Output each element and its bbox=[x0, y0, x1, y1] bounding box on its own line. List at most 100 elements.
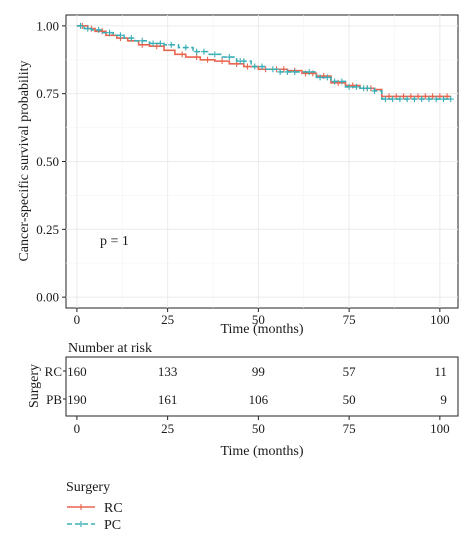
legend-censor-mark bbox=[78, 504, 84, 510]
km-plot-panel: 0.00 0.25 0.50 0.75 1.00 0 25 50 75 100 Cancer-s… bbox=[17, 14, 459, 337]
survival-curve-pc bbox=[76, 25, 451, 100]
risk-value: 106 bbox=[249, 392, 269, 407]
x-tick-label: 25 bbox=[161, 312, 174, 327]
risk-value: 99 bbox=[252, 364, 265, 379]
censor-mark-pc bbox=[259, 63, 265, 70]
censor-mark-rc bbox=[280, 66, 287, 73]
x-tick-label: 0 bbox=[74, 312, 81, 327]
censor-mark-rc bbox=[204, 56, 211, 63]
censor-mark-pc bbox=[269, 66, 276, 73]
censor-mark-pc bbox=[331, 78, 338, 85]
risk-value: 9 bbox=[440, 392, 447, 407]
censor-mark-pc bbox=[211, 51, 218, 58]
risk-table-title: Number at risk bbox=[68, 341, 152, 356]
censor-mark-pc bbox=[95, 26, 102, 33]
y-tick-label: 0.75 bbox=[36, 86, 59, 101]
censor-mark-pc bbox=[353, 83, 360, 90]
plot-gridlines bbox=[66, 15, 458, 308]
censor-mark-rc bbox=[422, 93, 429, 100]
censor-mark-pc bbox=[404, 96, 411, 103]
censor-mark-pc bbox=[433, 96, 440, 103]
censor-mark-pc bbox=[157, 40, 164, 47]
censor-mark-pc bbox=[389, 96, 396, 103]
censor-mark-pc bbox=[200, 48, 207, 55]
risk-value: 50 bbox=[343, 392, 356, 407]
y-tick-label: 0.50 bbox=[36, 154, 59, 169]
censor-mark-pc bbox=[277, 68, 284, 75]
p-value-annotation: p = 1 bbox=[100, 234, 129, 249]
censor-mark-pc bbox=[193, 48, 200, 55]
risk-table-panel: Number at risk Surgery RC 160 133 99 57 11 PB 1… bbox=[27, 341, 459, 459]
survival-curves bbox=[76, 22, 454, 103]
x-axis-label: Time (months) bbox=[220, 322, 303, 337]
censor-mark-rc bbox=[407, 93, 414, 100]
censor-mark-pc bbox=[346, 83, 353, 90]
y-axis-label: Cancer-specific survival probability bbox=[17, 60, 32, 261]
censor-mark-pc bbox=[251, 63, 258, 70]
censor-mark-pc bbox=[77, 22, 84, 29]
risk-table-rows: RC 160 133 99 57 11 PB 190 161 106 50 9 bbox=[45, 364, 447, 407]
risk-x-tick-label: 75 bbox=[343, 421, 356, 436]
censor-mark-pc bbox=[317, 74, 324, 81]
censor-mark-pc bbox=[447, 96, 454, 103]
censor-mark-pc bbox=[84, 25, 91, 32]
censor-mark-pc bbox=[306, 68, 313, 75]
censor-mark-pc bbox=[240, 58, 247, 65]
risk-table-x-ticks: 0 25 50 75 100 bbox=[74, 416, 450, 436]
risk-value: 190 bbox=[67, 392, 87, 407]
censor-mark-pc bbox=[411, 96, 418, 103]
legend: Surgery RC PC bbox=[66, 480, 123, 533]
censor-mark-pc bbox=[226, 54, 233, 61]
legend-censor-mark bbox=[78, 521, 84, 527]
censor-mark-pc bbox=[139, 37, 146, 44]
risk-table-x-axis-label: Time (months) bbox=[220, 444, 303, 459]
risk-value: 11 bbox=[434, 364, 447, 379]
risk-x-tick-label: 25 bbox=[161, 421, 174, 436]
censor-mark-pc bbox=[364, 85, 371, 92]
risk-value: 133 bbox=[158, 364, 178, 379]
censor-mark-rc bbox=[219, 58, 226, 65]
legend-label-rc: RC bbox=[104, 501, 123, 516]
censor-mark-pc bbox=[128, 35, 135, 42]
censor-mark-pc bbox=[106, 29, 113, 36]
censor-mark-pc bbox=[440, 96, 447, 103]
censor-mark-pc bbox=[338, 78, 345, 85]
risk-row-label: PB bbox=[46, 392, 62, 407]
x-tick-label: 100 bbox=[430, 312, 450, 327]
risk-value: 160 bbox=[67, 364, 87, 379]
censor-mark-pc bbox=[371, 87, 378, 94]
censor-mark-pc bbox=[291, 68, 298, 75]
legend-title: Surgery bbox=[66, 480, 110, 495]
y-axis-ticks: 0.00 0.25 0.50 0.75 1.00 bbox=[36, 18, 66, 305]
censor-mark-rc bbox=[400, 93, 407, 100]
risk-table-strata-label: Surgery bbox=[27, 364, 42, 408]
risk-x-tick-label: 100 bbox=[430, 421, 450, 436]
censor-mark-rc bbox=[179, 51, 186, 58]
censor-mark-pc bbox=[425, 96, 432, 103]
x-tick-label: 50 bbox=[252, 312, 265, 327]
censor-mark-rc bbox=[244, 63, 251, 70]
censor-mark-pc bbox=[396, 96, 403, 103]
y-tick-label: 0.00 bbox=[36, 290, 59, 305]
censor-mark-pc bbox=[168, 41, 175, 48]
censor-mark-rc bbox=[415, 93, 422, 100]
legend-label-pc: PC bbox=[104, 518, 121, 533]
x-axis-ticks: 0 25 50 75 100 bbox=[74, 308, 450, 327]
censor-mark-pc bbox=[150, 40, 157, 47]
legend-items: RC PC bbox=[67, 501, 123, 533]
censor-mark-pc bbox=[382, 96, 389, 103]
risk-x-tick-label: 50 bbox=[252, 421, 265, 436]
censor-mark-rc bbox=[193, 54, 200, 61]
risk-x-tick-label: 0 bbox=[74, 421, 81, 436]
y-tick-label: 0.25 bbox=[36, 222, 59, 237]
risk-value: 57 bbox=[343, 364, 357, 379]
censor-mark-pc bbox=[284, 68, 291, 75]
y-tick-label: 1.00 bbox=[36, 18, 59, 33]
x-tick-label: 75 bbox=[343, 312, 356, 327]
risk-row-label: RC bbox=[45, 364, 62, 379]
risk-table-frame bbox=[65, 356, 459, 417]
censor-mark-pc bbox=[418, 96, 425, 103]
censor-mark-pc bbox=[324, 74, 331, 81]
risk-value: 161 bbox=[158, 392, 178, 407]
